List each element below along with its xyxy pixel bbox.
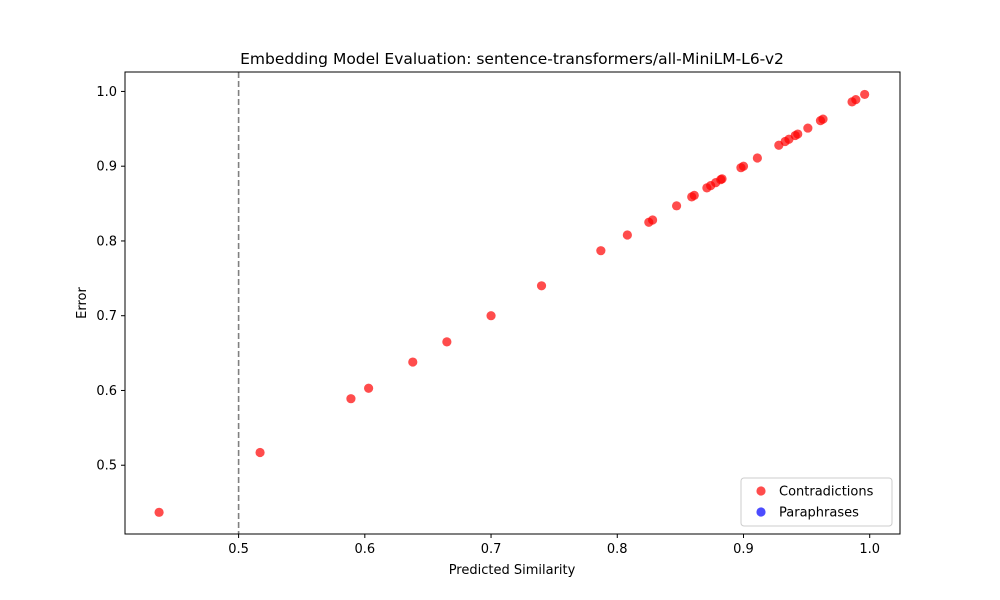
data-point-contradictions-1 [255,447,265,458]
data-point-contradictions-0 [154,507,164,517]
data-point-contradictions-27 [793,129,803,139]
y-tick-label: 0.7 [96,309,117,324]
y-tick-label: 0.8 [96,234,117,249]
y-tick-label: 0.9 [96,160,117,175]
plot-area: 0.5 0.6 0.7 0.8 0.9 1.0 0.5 0.6 0.7 0.8 0.9 1.0 [96,71,901,557]
y-axis-label: Error [75,287,90,319]
data-point-contradictions-22 [752,153,762,163]
x-tick-label: 0.7 [481,542,502,557]
data-point-contradictions-11 [648,215,658,225]
y-tick-label: 0.5 [96,459,117,474]
data-point-contradictions-33 [860,89,870,100]
x-axis-label: Predicted Similarity [449,563,576,578]
y-tick-label: 1.0 [96,85,117,100]
data-point-contradictions-28 [803,123,813,133]
data-point-contradictions-6 [486,311,496,321]
legend-label-paraphrases: Paraphrases [779,506,859,521]
x-tick-label: 1.0 [859,542,880,557]
data-point-contradictions-3 [364,383,374,393]
legend: Contradictions Paraphrases [740,477,893,527]
data-point-contradictions-19 [717,174,727,184]
data-point-contradictions-14 [689,190,699,200]
chart-title: Embedding Model Evaluation: sentence-tra… [240,50,784,68]
x-tick-label: 0.8 [607,542,628,557]
legend-label-contradictions: Contradictions [779,485,874,500]
data-point-contradictions-2 [346,394,356,404]
data-point-contradictions-21 [738,161,749,171]
data-point-contradictions-4 [408,357,418,367]
data-point-contradictions-5 [442,337,452,347]
legend-marker-paraphrases [756,507,766,517]
data-point-contradictions-9 [622,230,632,240]
legend-box [740,477,893,527]
x-tick-label: 0.6 [354,542,375,557]
y-tick-label: 0.6 [96,384,117,399]
x-tick-label: 0.9 [733,542,754,557]
data-point-contradictions-7 [536,281,547,291]
data-point-contradictions-12 [671,201,682,211]
data-point-contradictions-32 [851,95,861,105]
data-point-contradictions-8 [596,246,606,256]
x-tick-label: 0.5 [228,542,249,557]
data-point-contradictions-30 [818,114,828,124]
legend-marker-contradictions [756,486,766,496]
axes-frame [124,71,901,535]
